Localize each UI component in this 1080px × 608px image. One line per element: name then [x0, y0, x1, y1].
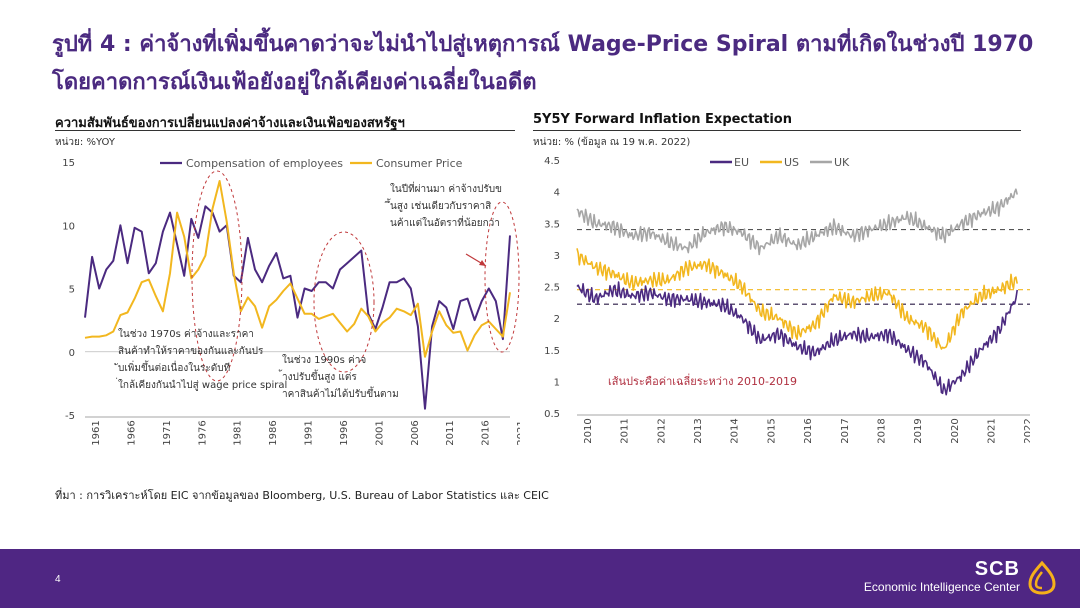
x-tick-label: 2011	[620, 418, 631, 443]
y-tick-label: 3.5	[544, 219, 560, 230]
right-chart-unit: หน่วย: % (ข้อมูล ณ 19 พ.ค. 2022)	[533, 137, 691, 148]
y-tick-label: 1.5	[544, 346, 560, 357]
highlight-ellipse-2	[313, 231, 375, 373]
left-chart-title: ความสัมพันธ์ของการเปลี่ยนแปลงค่าจ้างและเ…	[55, 116, 405, 131]
right-chart: 0.5 1 1.5 2 2.5 3 3.5 4 4.5 2010 2011 2012 2013 2014 2…	[544, 156, 1030, 444]
page-number: 4	[55, 574, 61, 585]
right-chart-title: 5Y5Y Forward Inflation Expectation	[533, 112, 792, 127]
x-tick-label: 2006	[410, 420, 421, 445]
highlight-ellipse-1	[191, 170, 243, 382]
x-tick-label: 1976	[197, 420, 208, 445]
x-tick-label: 2015	[766, 418, 777, 443]
x-tick-label: 2021	[986, 418, 997, 443]
left-chart-unit: หน่วย: %YOY	[55, 137, 115, 148]
x-tick-label: 1991	[304, 420, 315, 445]
brand-block: SCB Economic Intelligence Center	[864, 559, 1020, 595]
y-tick-label: 1	[554, 377, 560, 388]
x-tick-label: 2016	[803, 418, 814, 443]
y-tick-label: 2.5	[544, 283, 560, 294]
legend-label: Compensation of employees	[186, 157, 343, 170]
annotation-1970s: ในช่วง 1970s ค่าจ้างและราคาสินค้าทำให้รา…	[114, 328, 287, 391]
x-tick-label: 1996	[339, 420, 350, 445]
y-tick-label: 3	[554, 251, 560, 262]
left-chart: -5 0 5 10 15 1961 1966 1971 1976 1981 1986 1991 1996…	[62, 157, 520, 446]
y-tick-label: 4	[554, 188, 560, 199]
annotation-recent: ในปีที่ผ่านมา ค่าจ้างปรับขึ้นสูง เช่นเดี…	[384, 181, 502, 229]
annotation-1990s: ในช่วง 1990s ค่าจ้างปรับขึ้นสูง แต่ราคาส…	[278, 354, 399, 400]
footer-bar: 4 SCB Economic Intelligence Center	[0, 549, 1080, 608]
scb-logo-icon	[1028, 560, 1056, 595]
series-line-consumer-price	[84, 180, 511, 358]
source-note: ที่มา : การวิเคราะห์โดย EIC จากข้อมูลของ…	[55, 489, 549, 502]
series-line-compensation	[84, 205, 511, 410]
legend-label: US	[784, 156, 799, 169]
y-tick-label: 15	[62, 158, 75, 169]
y-tick-label: 2	[554, 314, 560, 325]
annotation-average-note: เส้นประคือค่าเฉลี่ยระหว่าง 2010-2019	[608, 373, 797, 388]
x-tick-label: 1981	[233, 420, 244, 445]
x-tick-label: 2012	[656, 418, 667, 443]
x-tick-label: 2014	[730, 418, 741, 443]
series-line-uk	[576, 188, 1018, 256]
legend-label: UK	[834, 156, 850, 169]
highlight-ellipse-3	[484, 201, 520, 353]
page-title: รูปที่ 4 : ค่าจ้างที่เพิ่มขึ้นคาดว่าจะไม…	[52, 32, 1034, 95]
y-tick-label: 4.5	[544, 156, 560, 167]
x-tick-label: 1966	[126, 420, 137, 445]
x-tick-label: 2017	[840, 418, 851, 443]
left-title-rule	[55, 130, 515, 131]
annotation-arrowhead	[479, 260, 486, 266]
y-tick-label: -5	[65, 411, 75, 422]
brand-name: SCB	[974, 558, 1020, 580]
x-tick-label: 2021	[516, 420, 520, 445]
x-tick-label: 2018	[876, 418, 887, 443]
y-tick-label: 0	[69, 348, 75, 359]
x-tick-label: 2019	[913, 418, 924, 443]
x-tick-label: 2001	[374, 420, 385, 445]
legend-label: EU	[734, 156, 749, 169]
legend-label: Consumer Price	[376, 157, 463, 170]
x-tick-label: 2013	[693, 418, 704, 443]
right-title-rule	[533, 130, 1021, 131]
brand-subtitle: Economic Intelligence Center	[863, 580, 1020, 594]
y-tick-label: 0.5	[544, 409, 560, 420]
y-tick-label: 5	[69, 285, 75, 296]
series-line-eu	[576, 281, 1018, 396]
x-tick-label: 2016	[481, 420, 492, 445]
x-tick-label: 2010	[583, 418, 594, 443]
x-tick-label: 2022	[1023, 418, 1030, 443]
x-tick-label: 1961	[91, 420, 102, 445]
x-tick-label: 2020	[950, 418, 961, 443]
x-tick-label: 1986	[268, 420, 279, 445]
y-tick-label: 10	[62, 221, 75, 232]
x-tick-label: 1971	[162, 420, 173, 445]
series-line-us	[576, 248, 1018, 350]
x-tick-label: 2011	[445, 420, 456, 445]
